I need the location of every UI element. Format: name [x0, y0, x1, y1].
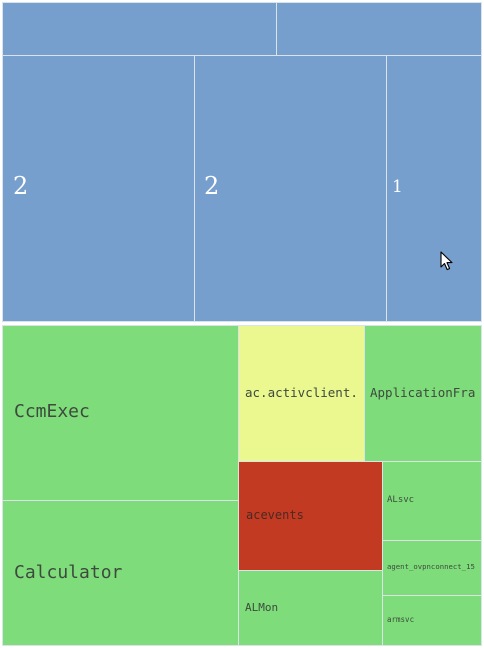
treemap-tile-blue-1[interactable]: 2	[2, 55, 195, 322]
treemap-tile-top-strip-left[interactable]	[2, 2, 277, 56]
treemap-tile-agent-ovpnconnect[interactable]: agent_ovpnconnect_15	[382, 540, 482, 596]
tile-label: acevents	[246, 508, 304, 522]
tile-label: ALMon	[245, 601, 279, 614]
tile-label: CcmExec	[14, 401, 90, 422]
tile-label: Calculator	[14, 562, 123, 583]
treemap-tile-acevents[interactable]: acevents	[238, 461, 383, 571]
mouse-pointer-icon	[440, 251, 453, 271]
treemap-tile-ac-activclient[interactable]: ac.activclient.	[238, 325, 365, 462]
treemap-tile-almon[interactable]: ALMon	[238, 570, 383, 646]
treemap-tile-applicationfra[interactable]: ApplicationFra	[364, 325, 482, 462]
tile-label: ac.activclient.	[245, 385, 358, 400]
tile-label: agent_ovpnconnect_15	[387, 562, 475, 571]
tile-label: armsvc	[387, 615, 415, 624]
treemap-tile-top-strip-right[interactable]	[276, 2, 482, 56]
treemap-tile-armsvc[interactable]: armsvc	[382, 595, 482, 646]
treemap-tile-calculator[interactable]: Calculator	[2, 500, 239, 646]
treemap-tile-blue-3[interactable]: 1	[386, 55, 482, 322]
treemap-tile-ccmexec[interactable]: CcmExec	[2, 325, 239, 501]
tile-value-label: 1	[392, 177, 403, 197]
tile-label: ALsvc	[387, 495, 415, 505]
tile-label: ApplicationFra	[370, 385, 476, 400]
treemap-tile-blue-2[interactable]: 2	[194, 55, 387, 322]
tile-value-label: 2	[13, 172, 29, 200]
treemap-tile-alsvc[interactable]: ALsvc	[382, 461, 482, 541]
tile-value-label: 2	[204, 172, 220, 200]
